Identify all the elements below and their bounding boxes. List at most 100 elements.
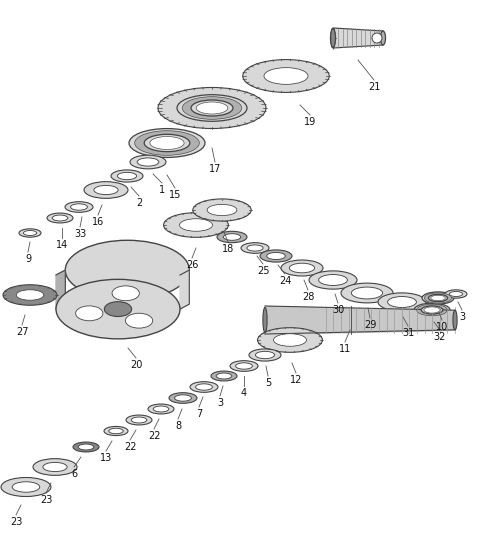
Text: 20: 20: [130, 360, 142, 370]
Ellipse shape: [445, 290, 467, 298]
Ellipse shape: [16, 290, 44, 300]
Ellipse shape: [137, 158, 159, 166]
Ellipse shape: [24, 231, 36, 236]
Ellipse shape: [421, 306, 443, 314]
Ellipse shape: [94, 185, 118, 194]
Ellipse shape: [19, 229, 41, 237]
Ellipse shape: [169, 393, 197, 403]
Ellipse shape: [264, 67, 308, 84]
Text: 4: 4: [241, 388, 247, 398]
Text: 17: 17: [209, 164, 221, 174]
Ellipse shape: [196, 102, 228, 114]
Ellipse shape: [424, 307, 440, 313]
Ellipse shape: [216, 373, 232, 379]
Text: 18: 18: [222, 244, 234, 254]
Ellipse shape: [196, 384, 212, 390]
Ellipse shape: [289, 263, 314, 273]
Text: 19: 19: [304, 117, 316, 127]
Text: 13: 13: [100, 453, 112, 463]
Ellipse shape: [47, 213, 73, 223]
Text: 26: 26: [186, 260, 198, 270]
Ellipse shape: [109, 428, 123, 434]
Text: 28: 28: [302, 292, 314, 302]
Ellipse shape: [417, 304, 447, 316]
Ellipse shape: [175, 395, 192, 401]
Ellipse shape: [414, 303, 450, 317]
Ellipse shape: [319, 275, 348, 286]
Text: 3: 3: [459, 312, 465, 322]
Ellipse shape: [223, 234, 240, 240]
Polygon shape: [180, 270, 189, 309]
Ellipse shape: [135, 131, 199, 155]
Ellipse shape: [190, 382, 218, 392]
Ellipse shape: [428, 294, 447, 302]
Ellipse shape: [449, 291, 463, 296]
Text: 22: 22: [148, 431, 160, 441]
Ellipse shape: [43, 462, 67, 472]
Ellipse shape: [125, 313, 153, 328]
Ellipse shape: [351, 287, 383, 299]
Ellipse shape: [130, 155, 166, 169]
Ellipse shape: [247, 245, 263, 251]
Ellipse shape: [118, 172, 137, 180]
Ellipse shape: [12, 482, 40, 492]
Text: 16: 16: [92, 217, 104, 227]
Ellipse shape: [180, 219, 213, 231]
Text: 11: 11: [339, 344, 351, 354]
Text: 25: 25: [257, 266, 269, 276]
Text: 3: 3: [217, 398, 223, 408]
Ellipse shape: [236, 363, 252, 369]
Ellipse shape: [1, 477, 51, 496]
Ellipse shape: [258, 328, 323, 353]
Ellipse shape: [191, 100, 233, 116]
Ellipse shape: [230, 361, 258, 372]
Ellipse shape: [211, 371, 237, 381]
Ellipse shape: [381, 31, 385, 45]
Ellipse shape: [78, 444, 94, 450]
Ellipse shape: [65, 240, 189, 300]
Text: 2: 2: [136, 198, 142, 208]
Text: 6: 6: [71, 469, 77, 479]
Ellipse shape: [144, 134, 190, 152]
Ellipse shape: [3, 285, 57, 305]
Ellipse shape: [71, 204, 87, 210]
Ellipse shape: [274, 334, 307, 346]
Text: 23: 23: [10, 517, 22, 527]
Text: 31: 31: [402, 328, 414, 338]
Ellipse shape: [341, 283, 393, 303]
Text: 10: 10: [436, 322, 448, 332]
Text: 22: 22: [124, 442, 136, 452]
Text: 27: 27: [16, 327, 28, 337]
Ellipse shape: [153, 406, 169, 412]
Text: 7: 7: [196, 409, 202, 419]
Ellipse shape: [150, 136, 184, 149]
Text: 12: 12: [290, 375, 302, 385]
Ellipse shape: [84, 182, 128, 198]
Ellipse shape: [267, 252, 285, 260]
Ellipse shape: [104, 302, 132, 316]
Ellipse shape: [243, 60, 329, 92]
Ellipse shape: [76, 306, 103, 321]
Ellipse shape: [453, 310, 457, 330]
Ellipse shape: [126, 415, 152, 425]
Polygon shape: [333, 28, 383, 48]
Ellipse shape: [331, 28, 336, 47]
Ellipse shape: [56, 280, 180, 339]
Text: 32: 32: [434, 332, 446, 342]
Text: 9: 9: [25, 254, 31, 264]
Ellipse shape: [184, 97, 240, 119]
Ellipse shape: [217, 231, 247, 243]
Ellipse shape: [309, 271, 357, 289]
Text: 33: 33: [74, 229, 86, 239]
Ellipse shape: [424, 293, 452, 303]
Ellipse shape: [255, 351, 275, 359]
Ellipse shape: [104, 427, 128, 436]
Text: 8: 8: [175, 421, 181, 431]
Ellipse shape: [65, 202, 93, 212]
Text: 5: 5: [265, 378, 271, 388]
Ellipse shape: [112, 286, 139, 301]
Text: 29: 29: [364, 320, 376, 330]
Ellipse shape: [241, 243, 269, 253]
Ellipse shape: [131, 417, 147, 423]
Ellipse shape: [422, 292, 454, 304]
